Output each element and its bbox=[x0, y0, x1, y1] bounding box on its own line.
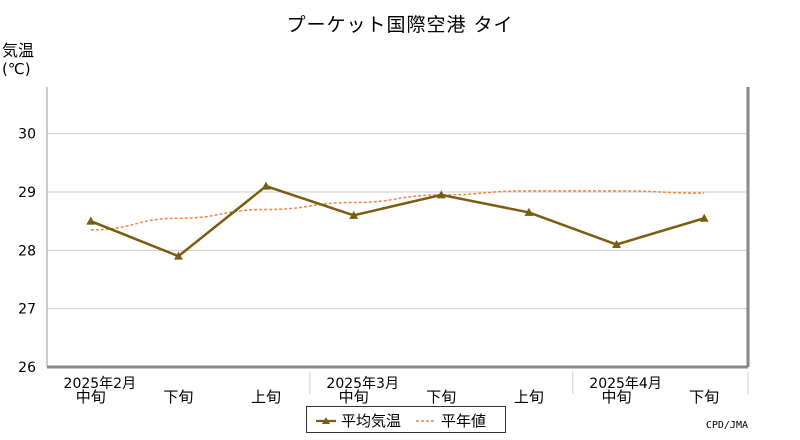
series-average-point bbox=[86, 216, 96, 225]
y-tick-label: 27 bbox=[18, 302, 36, 318]
credit-text: CPD/JMA bbox=[705, 420, 748, 431]
series-average-line bbox=[90, 184, 705, 258]
x-month-label: 2025年3月 bbox=[326, 376, 399, 392]
series-average-point bbox=[349, 210, 359, 219]
y-tick-label: 29 bbox=[18, 185, 36, 201]
x-tick-label: 中旬 bbox=[602, 388, 632, 406]
x-tick-label: 上旬 bbox=[251, 388, 281, 406]
y-axis-unit: (℃) bbox=[2, 60, 31, 78]
legend-label-normal: 平年値 bbox=[441, 412, 487, 430]
y-tick-label: 30 bbox=[18, 127, 36, 143]
x-month-label: 2025年2月 bbox=[64, 376, 137, 392]
y-tick-label: 28 bbox=[18, 243, 36, 259]
y-axis-label-text: 気温 bbox=[2, 41, 35, 60]
legend-item-normal: 平年値 bbox=[415, 410, 486, 431]
legend-label-average: 平均気温 bbox=[341, 412, 402, 430]
legend-swatch-dashed-icon bbox=[416, 419, 436, 422]
legend-swatch-solid-icon bbox=[316, 416, 336, 424]
series-average-point bbox=[173, 251, 183, 260]
series-normal-line bbox=[90, 190, 705, 231]
y-axis-label: 気温 (℃) bbox=[2, 41, 35, 79]
series-average-point bbox=[612, 240, 622, 248]
legend: 平均気温 平年値 bbox=[306, 406, 506, 433]
x-tick-label: 中旬 bbox=[339, 388, 369, 406]
x-tick-label: 下旬 bbox=[163, 388, 193, 406]
series-average-point bbox=[524, 207, 534, 216]
x-tick-label: 下旬 bbox=[426, 388, 456, 406]
series-average-point bbox=[261, 181, 271, 190]
x-month-label: 2025年4月 bbox=[589, 376, 662, 392]
y-tick-label: 26 bbox=[18, 360, 36, 376]
x-tick-label: 下旬 bbox=[689, 388, 719, 406]
legend-item-average: 平均気温 bbox=[315, 410, 401, 431]
plot-area bbox=[47, 87, 748, 367]
x-tick-label: 上旬 bbox=[514, 388, 544, 406]
series-average-point bbox=[699, 213, 709, 222]
x-tick-label: 中旬 bbox=[76, 388, 106, 406]
chart-title: プーケット国際空港 タイ bbox=[286, 14, 514, 36]
series-average-point bbox=[436, 190, 446, 199]
